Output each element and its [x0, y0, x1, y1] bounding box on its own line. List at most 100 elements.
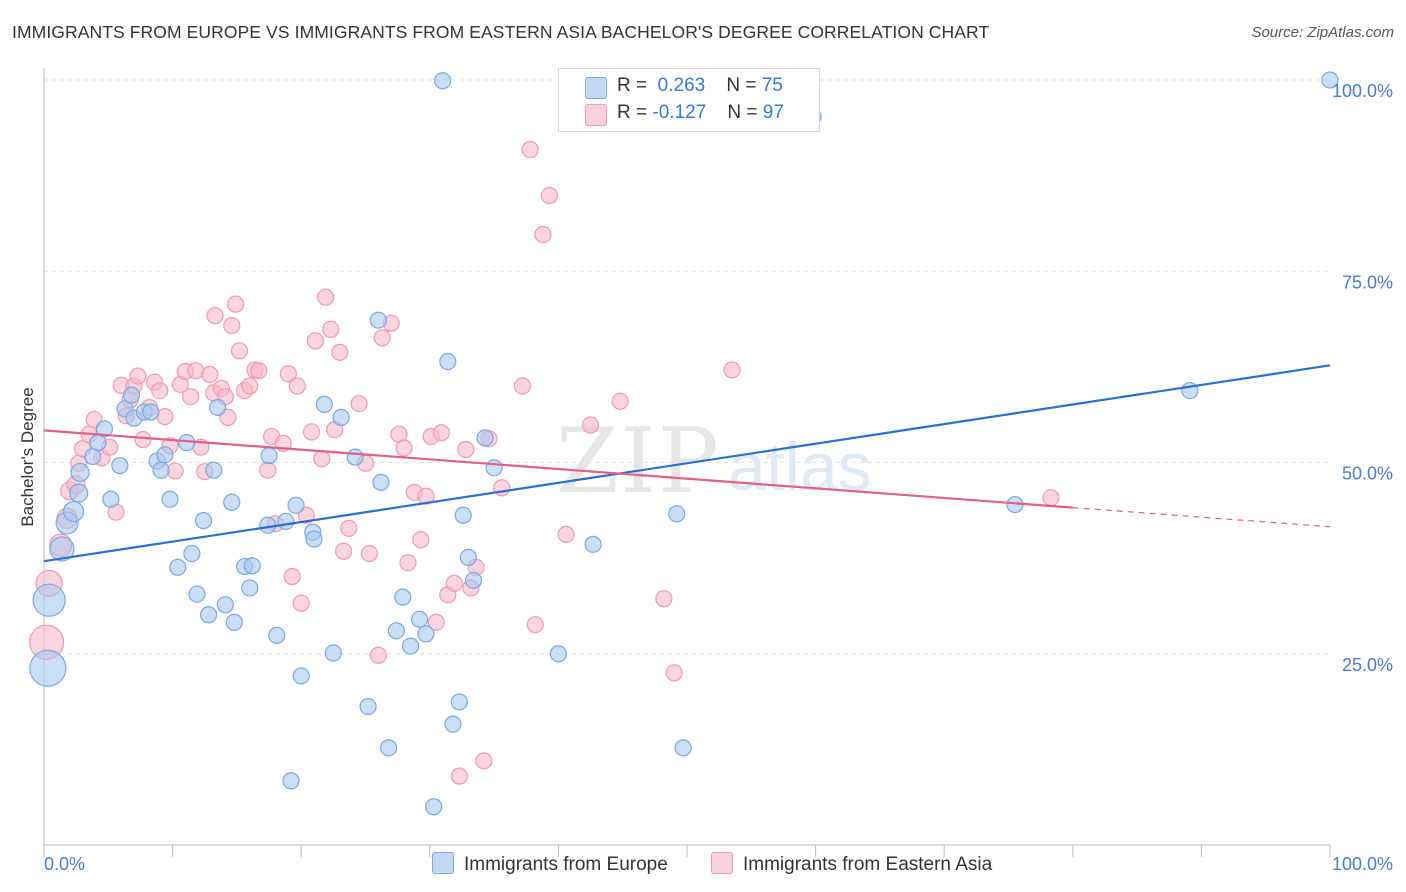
eastern-asia-point [335, 542, 353, 560]
watermark-atlas: atlas [728, 429, 872, 505]
europe-point [62, 500, 85, 523]
europe-point [372, 473, 390, 491]
europe-point [200, 606, 218, 624]
europe-point [49, 536, 75, 562]
eastern-asia-point [313, 450, 331, 468]
eastern-asia-point [151, 381, 169, 400]
eastern-asia-point [475, 752, 493, 770]
series-eastern-asia-points [28, 141, 1060, 785]
europe-point [417, 625, 435, 643]
eastern-asia-trend-extension [1072, 507, 1331, 528]
europe-point [476, 429, 494, 447]
europe-point [32, 583, 66, 617]
europe-point [444, 715, 462, 733]
eastern-asia-point [219, 408, 237, 426]
eastern-asia-point [557, 525, 575, 544]
eastern-asia-point [182, 388, 200, 406]
eastern-asia-point [513, 377, 531, 395]
europe-point [450, 693, 468, 711]
eastern-asia-point [279, 365, 297, 383]
europe-point [29, 649, 67, 687]
eastern-asia-point [317, 288, 335, 306]
eastern-asia-point [250, 362, 268, 380]
europe-swatch [432, 852, 454, 874]
europe-point [282, 772, 300, 790]
eastern-asia-point [432, 424, 450, 442]
eastern-asia-point [412, 531, 430, 549]
y-tick-label: 75.0% [1342, 272, 1393, 292]
legend-n-value: 97 [762, 102, 784, 123]
eastern-asia-point [445, 574, 463, 592]
europe-point [459, 548, 477, 566]
europe-point [369, 311, 387, 329]
europe-point [142, 403, 160, 421]
eastern-asia-point [395, 439, 413, 457]
europe-point [485, 459, 503, 477]
eastern-asia-point [581, 416, 600, 434]
eastern-asia-point [540, 186, 558, 205]
eastern-asia-point [1042, 489, 1060, 507]
eastern-asia-point [399, 554, 417, 572]
europe-point [425, 798, 443, 816]
eastern-asia-point [457, 440, 475, 459]
bottom-legend-europe: Immigrants from Europe [432, 852, 668, 876]
europe-point [287, 496, 305, 514]
europe-point [394, 588, 412, 606]
y-axis-label: Bachelor's Degree [18, 387, 37, 526]
europe-point [464, 571, 483, 589]
europe-point [324, 644, 342, 662]
eastern-asia-point [241, 377, 259, 395]
europe-point [216, 596, 234, 614]
x-tick-label: 100.0% [1332, 854, 1393, 874]
bottom-legend-europe-label: Immigrants from Europe [464, 854, 668, 875]
europe-point [241, 579, 259, 597]
x-tick-label: 0.0% [44, 854, 85, 874]
eastern-asia-trend-line [43, 429, 1073, 509]
europe-point [156, 446, 174, 464]
europe-point [305, 530, 323, 548]
eastern-asia-point [230, 342, 249, 360]
correlation-legend: R = 0.263 N = 75 R = -0.127 N = 97 [558, 68, 820, 132]
eastern-asia-point [360, 544, 378, 563]
eastern-asia-point [306, 332, 324, 350]
eastern-asia-point [288, 377, 306, 395]
eastern-asia-point [187, 362, 205, 380]
europe-point [188, 585, 206, 603]
europe-point [209, 398, 227, 417]
eastern-asia-point [134, 430, 152, 449]
eastern-asia-point [129, 367, 147, 385]
europe-point [674, 739, 692, 757]
legend-n-label: N = [726, 75, 757, 96]
europe-point [277, 512, 295, 531]
x-tick-labels: 0.0% 100.0% [44, 854, 1393, 874]
eastern-asia-point [331, 343, 349, 361]
eastern-asia-point [283, 567, 301, 586]
eastern-asia-point [302, 423, 321, 441]
europe-point [69, 483, 89, 503]
eastern-asia-point [723, 361, 741, 379]
eastern-asia-point [297, 506, 315, 524]
europe-swatch [585, 77, 607, 99]
europe-point [161, 490, 179, 508]
europe-point [152, 461, 170, 479]
europe-point [454, 506, 472, 524]
chart-title: IMMIGRANTS FROM EUROPE VS IMMIGRANTS FRO… [12, 22, 990, 42]
y-tick-labels: 25.0% 50.0% 75.0% 100.0% [1332, 81, 1393, 675]
europe-point [223, 493, 241, 511]
eastern-asia-point [427, 613, 445, 631]
legend-n-label: N = [727, 102, 758, 123]
europe-point [95, 420, 114, 438]
eastern-asia-point [201, 365, 219, 384]
legend-r-value: 0.263 [657, 75, 706, 96]
europe-point [668, 505, 686, 523]
europe-point [102, 490, 120, 508]
eastern-asia-swatch [711, 852, 733, 874]
europe-point [169, 558, 187, 576]
europe-point [439, 352, 457, 371]
europe-point [549, 645, 568, 663]
legend-r-label: R = [617, 102, 648, 123]
eastern-asia-point [206, 307, 224, 325]
europe-point [183, 544, 201, 563]
eastern-asia-point [350, 394, 368, 413]
